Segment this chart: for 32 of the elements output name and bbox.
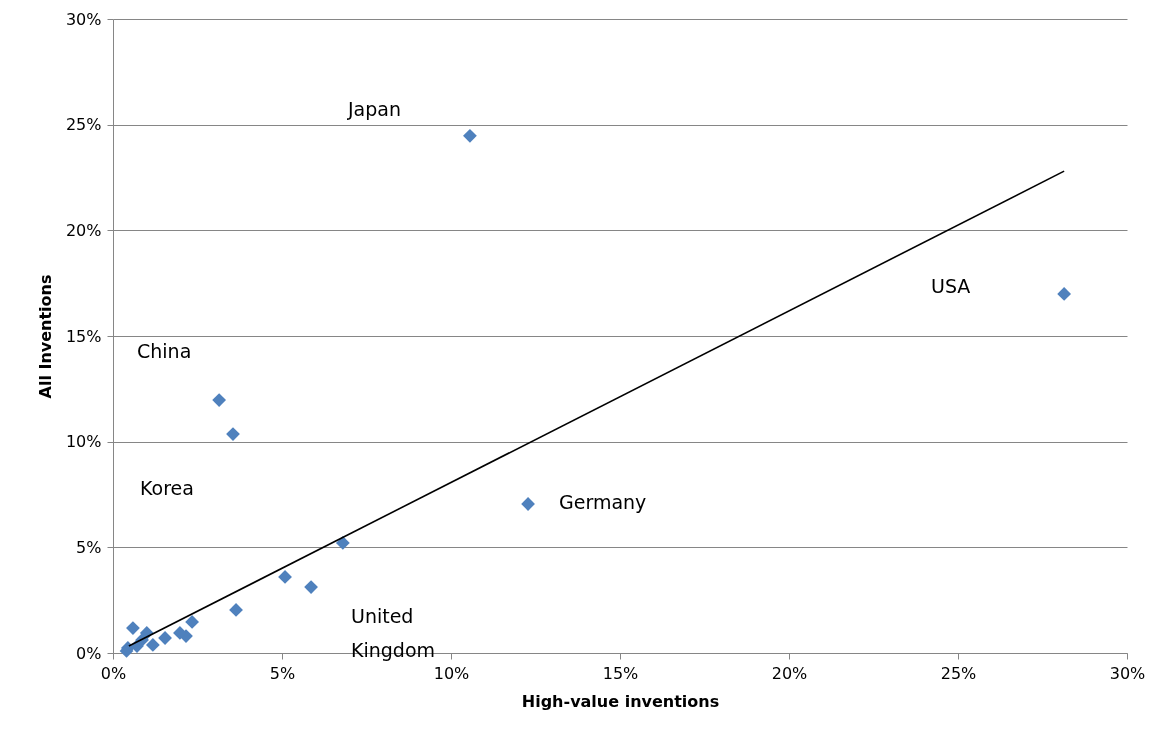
annotation: Korea [140, 477, 194, 499]
y-tick-label: 10% [65, 432, 102, 452]
y-tick-label: 5% [76, 537, 102, 557]
y-tick-label: 0% [76, 643, 102, 663]
annotation: China [137, 340, 192, 362]
point [304, 580, 318, 594]
point [212, 393, 227, 407]
x-tick-label: 5% [269, 663, 296, 683]
x-tick-label: 0% [100, 663, 127, 683]
x-tick-label: 10% [433, 663, 470, 683]
point [126, 621, 140, 635]
x-axis-title: High-value inventions [521, 691, 720, 711]
annotation: USA [931, 275, 971, 297]
point [185, 615, 199, 629]
annotation: United Kingdom [351, 605, 436, 661]
point [278, 570, 292, 584]
y-axis-title: All Inventions [35, 274, 55, 399]
point [1057, 287, 1072, 301]
annotation: Japan [347, 98, 401, 120]
x-tick-label: 30% [1109, 663, 1146, 683]
y-tick-label: 20% [65, 220, 102, 240]
y-tick-label: 25% [65, 115, 102, 135]
x-tick-label: 25% [940, 663, 977, 683]
point [145, 638, 160, 652]
point [173, 626, 187, 640]
x-tick-label: 15% [602, 663, 639, 683]
point [463, 128, 477, 143]
point [229, 603, 243, 617]
x-tick-label: 20% [771, 663, 808, 683]
y-tick-label: 15% [65, 326, 102, 346]
annotation: Germany [559, 491, 647, 513]
y-tick-label: 30% [65, 9, 102, 29]
